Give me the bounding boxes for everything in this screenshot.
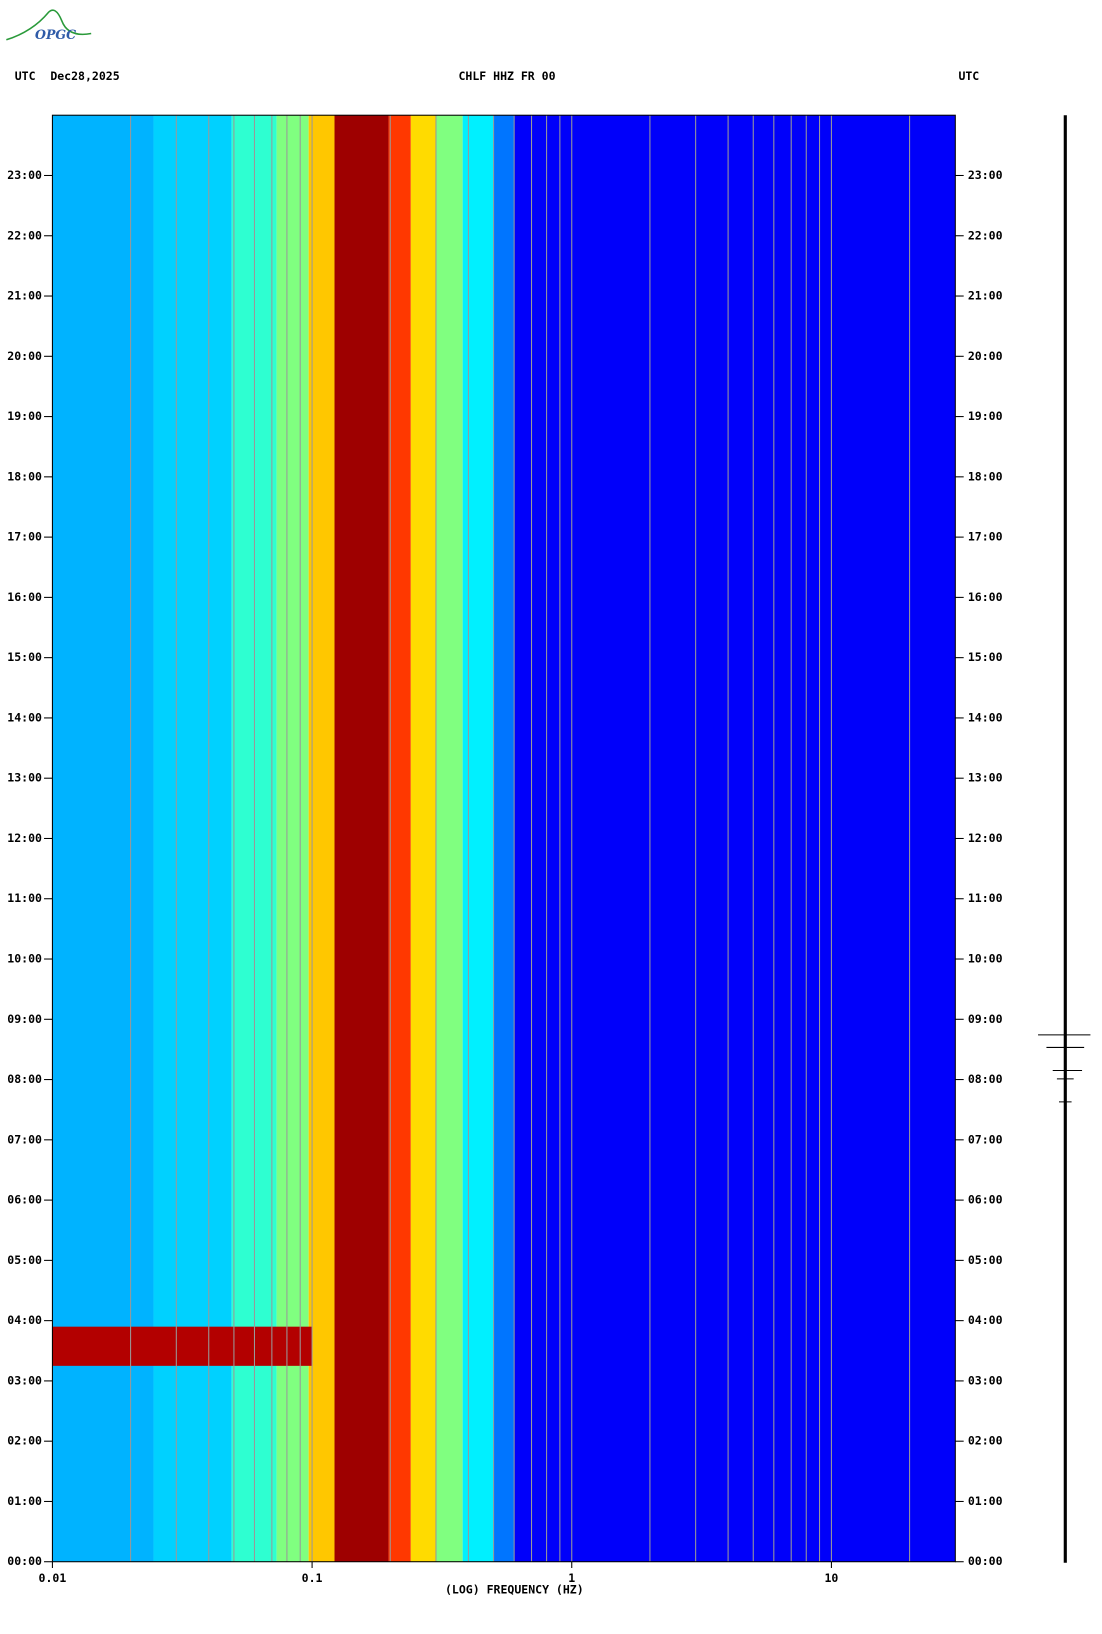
spectral-band	[388, 115, 411, 1562]
y-tick-label-right: 07:00	[968, 1132, 1003, 1146]
y-tick-label-right: 23:00	[968, 168, 1003, 182]
y-tick-label: 02:00	[7, 1434, 42, 1448]
spectral-band	[334, 115, 389, 1562]
spectral-band	[435, 115, 463, 1562]
y-tick-label: 11:00	[7, 891, 42, 905]
y-tick-label-right: 08:00	[968, 1072, 1003, 1086]
spectral-band	[153, 115, 232, 1562]
seismogram-event	[1038, 1034, 1091, 1103]
spectral-event	[52, 1326, 313, 1366]
y-tick-label-right: 19:00	[968, 409, 1003, 423]
y-tick-label-right: 16:00	[968, 590, 1003, 604]
y-tick-label-right: 10:00	[968, 952, 1003, 966]
y-tick-label-right: 02:00	[968, 1434, 1003, 1448]
y-tick-label-right: 14:00	[968, 710, 1003, 724]
y-tick-label-right: 17:00	[968, 530, 1003, 544]
y-tick-label-right: 13:00	[968, 771, 1003, 785]
y-tick-label: 12:00	[7, 831, 42, 845]
spectral-band	[52, 115, 154, 1562]
y-tick-label: 03:00	[7, 1373, 42, 1387]
x-tick-label: 0.1	[302, 1571, 323, 1585]
logo-mark	[6, 9, 92, 41]
y-tick-label-right: 09:00	[968, 1012, 1003, 1026]
x-tick-label: 0.01	[39, 1571, 67, 1585]
y-tick-label: 04:00	[7, 1313, 42, 1327]
y-tick-label: 10:00	[7, 952, 42, 966]
spectral-band	[493, 115, 515, 1562]
y-tick-label: 21:00	[7, 289, 42, 303]
y-tick-label: 14:00	[7, 710, 42, 724]
y-tick-label: 15:00	[7, 650, 42, 664]
y-tick-label-right: 21:00	[968, 289, 1003, 303]
y-tick-label-right: 01:00	[968, 1494, 1003, 1508]
y-tick-label-right: 15:00	[968, 650, 1003, 664]
y-tick-label: 17:00	[7, 530, 42, 544]
y-tick-label-right: 11:00	[968, 891, 1003, 905]
x-tick-label: 1	[568, 1571, 575, 1585]
y-tick-label: 05:00	[7, 1253, 42, 1267]
y-tick-label: 06:00	[7, 1193, 42, 1207]
spectral-band	[276, 115, 309, 1562]
y-tick-label-right: 20:00	[968, 349, 1003, 363]
y-tick-label-right: 06:00	[968, 1193, 1003, 1207]
y-tick-label-right: 12:00	[968, 831, 1003, 845]
y-tick-label: 00:00	[7, 1554, 42, 1568]
spectral-band	[462, 115, 494, 1562]
spectral-band	[308, 115, 335, 1562]
left-label: UTC	[15, 69, 36, 83]
y-tick-label: 09:00	[7, 1012, 42, 1026]
y-tick-label: 08:00	[7, 1072, 42, 1086]
chart-title: CHLF HHZ FR 00	[458, 69, 555, 83]
spectral-band	[410, 115, 436, 1562]
y-tick-label: 19:00	[7, 409, 42, 423]
date: Dec28,2025	[50, 69, 119, 83]
spectral-band	[514, 115, 956, 1562]
y-tick-label: 18:00	[7, 469, 42, 483]
y-tick-label-right: 00:00	[968, 1554, 1003, 1568]
y-tick-label: 01:00	[7, 1494, 42, 1508]
y-tick-label-right: 18:00	[968, 469, 1003, 483]
y-tick-label: 07:00	[7, 1132, 42, 1146]
logo-text: OPGC	[35, 27, 76, 42]
y-tick-label-right: 03:00	[968, 1373, 1003, 1387]
y-tick-label: 22:00	[7, 228, 42, 242]
y-tick-label-right: 05:00	[968, 1253, 1003, 1267]
y-tick-label: 16:00	[7, 590, 42, 604]
y-tick-label: 23:00	[7, 168, 42, 182]
right-label: UTC	[958, 69, 979, 83]
y-tick-label-right: 22:00	[968, 228, 1003, 242]
y-tick-label: 20:00	[7, 349, 42, 363]
y-tick-label-right: 04:00	[968, 1313, 1003, 1327]
x-axis-label: (LOG) FREQUENCY (HZ)	[445, 1583, 584, 1597]
y-tick-label: 13:00	[7, 771, 42, 785]
x-tick-label: 10	[824, 1571, 838, 1585]
